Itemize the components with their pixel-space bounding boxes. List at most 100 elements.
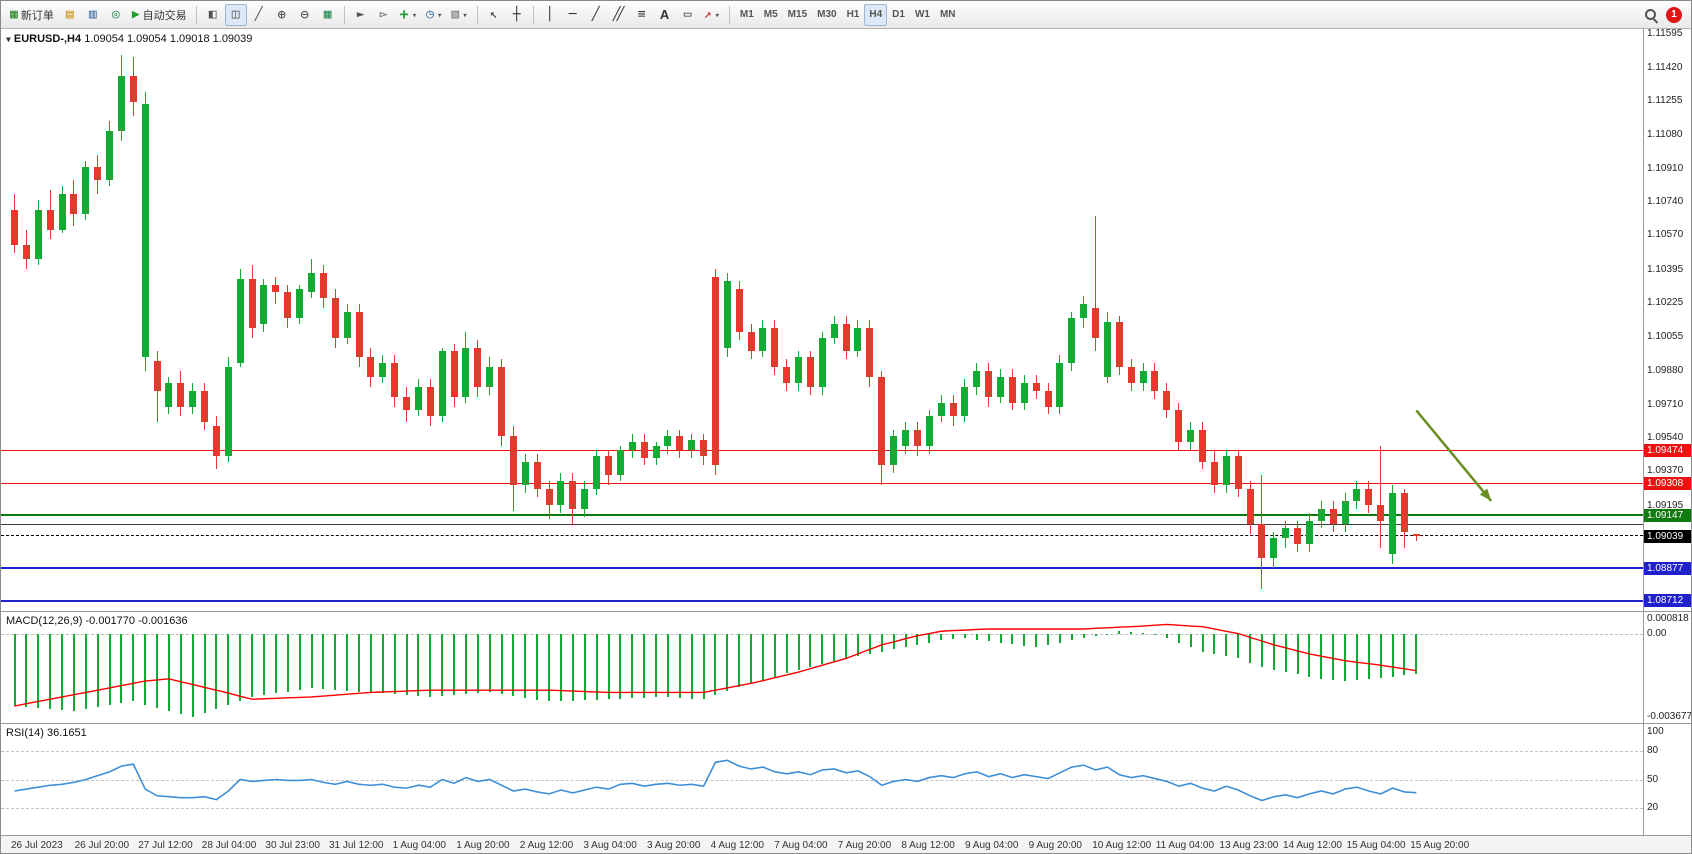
macd-histogram-bar xyxy=(1189,633,1192,648)
tile-windows-icon xyxy=(324,8,332,21)
chevron-down-icon xyxy=(437,8,442,21)
price-level-line[interactable] xyxy=(1,523,1643,525)
macd-histogram-bar xyxy=(536,633,539,700)
macd-histogram-bar xyxy=(571,633,574,701)
price-tick: 1.10225 xyxy=(1647,297,1684,309)
text-label-tool-button[interactable] xyxy=(677,4,699,26)
timeframe-m5-button[interactable]: M5 xyxy=(763,9,778,20)
toolbar-separator xyxy=(343,5,345,24)
macd-histogram-bar xyxy=(845,633,848,659)
candle xyxy=(1008,377,1016,403)
macd-histogram-bar xyxy=(987,633,990,641)
candle xyxy=(189,390,197,407)
chart-shift-button[interactable] xyxy=(373,4,395,26)
macd-histogram-bar xyxy=(904,633,907,648)
candle xyxy=(628,441,636,450)
macd-histogram-bar xyxy=(1177,633,1180,643)
price-level-line[interactable] xyxy=(1,514,1643,517)
price-level-line[interactable] xyxy=(1,450,1643,452)
timeframe-d1-button[interactable]: D1 xyxy=(892,9,905,20)
chart-candles-button[interactable] xyxy=(224,3,247,26)
indicators-button[interactable] xyxy=(396,4,421,26)
candle xyxy=(1365,489,1373,505)
timeframe-mn-button[interactable]: MN xyxy=(939,9,956,20)
timeframe-m15-button[interactable]: M15 xyxy=(787,9,808,20)
time-label: 7 Aug 20:00 xyxy=(837,840,892,851)
candle xyxy=(581,489,589,509)
fibonacci-tool-button[interactable] xyxy=(631,4,653,26)
periods-button[interactable] xyxy=(422,4,446,26)
candle xyxy=(46,209,54,230)
new-order-button[interactable]: 新订单 xyxy=(6,4,58,26)
price-tick: 1.11595 xyxy=(1647,27,1683,39)
macd-histogram-bar xyxy=(405,633,408,696)
fibonacci-icon xyxy=(638,8,646,21)
chart-bars-button[interactable] xyxy=(202,4,224,26)
candle xyxy=(498,367,506,436)
notification-badge[interactable]: 1 xyxy=(1666,6,1682,23)
candle xyxy=(450,351,458,397)
tile-windows-button[interactable] xyxy=(317,4,339,26)
macd-histogram-bar xyxy=(25,633,28,707)
cursor-button[interactable] xyxy=(483,4,505,26)
market-watch-button[interactable] xyxy=(59,4,81,26)
search-icon[interactable] xyxy=(1644,8,1658,22)
crosshair-button[interactable] xyxy=(506,4,528,26)
channel-tool-button[interactable] xyxy=(608,4,630,26)
price-level-label: 1.09474 xyxy=(1644,444,1691,458)
candle xyxy=(818,337,826,387)
candle xyxy=(1092,308,1100,338)
templates-button[interactable] xyxy=(447,4,471,26)
candle xyxy=(1234,455,1242,490)
macd-histogram-bar xyxy=(191,633,194,718)
timeframe-m1-button[interactable]: M1 xyxy=(739,9,754,20)
price-axis[interactable]: 1.11595 1.11420 1.11255 1.11080 1.10910 1.107… xyxy=(1643,27,1691,611)
zoom-out-button[interactable] xyxy=(294,4,316,26)
price-level-line[interactable] xyxy=(1,567,1643,570)
time-label: 30 Jul 23:00 xyxy=(265,840,320,851)
timeframe-w1-button[interactable]: W1 xyxy=(914,9,930,20)
text-tool-button[interactable] xyxy=(654,4,676,26)
price-tick: 1.10740 xyxy=(1647,196,1684,208)
candle-wick xyxy=(1380,445,1382,549)
market-watch-icon xyxy=(66,8,74,21)
macd-histogram-bar xyxy=(1403,633,1406,675)
autotrade-button[interactable]: 自动交易 xyxy=(128,4,191,26)
price-level-line[interactable] xyxy=(1,535,1643,537)
vertical-line-tool-button[interactable] xyxy=(539,4,561,26)
candle xyxy=(1163,390,1171,411)
chart-shift-icon xyxy=(380,8,388,21)
main-chart-pane: EURUSD-,H4 1.09054 1.09054 1.09018 1.090… xyxy=(1,27,1691,611)
zoom-in-button[interactable] xyxy=(271,4,293,26)
arrows-tool-button[interactable] xyxy=(700,4,724,26)
price-level-line[interactable] xyxy=(1,483,1643,485)
zoom-out-icon xyxy=(300,8,308,22)
price-level-line[interactable] xyxy=(1,599,1643,602)
navigator-button[interactable] xyxy=(82,4,104,26)
candle xyxy=(1329,508,1337,525)
timeframe-h1-button[interactable]: H1 xyxy=(846,9,860,20)
candle xyxy=(272,284,280,293)
terminal-button[interactable] xyxy=(105,4,127,26)
timeframe-h4-button[interactable]: H4 xyxy=(864,3,888,26)
chart-line-button[interactable] xyxy=(248,4,270,26)
macd-histogram-bar xyxy=(215,633,218,710)
macd-histogram-bar xyxy=(262,633,265,696)
macd-histogram-bar xyxy=(132,633,135,702)
price-level-label: 1.08877 xyxy=(1644,561,1691,575)
trendline-tool-button[interactable] xyxy=(585,4,607,26)
macd-signal-value: -0.001636 xyxy=(138,615,188,627)
macd-histogram-bar xyxy=(809,633,812,668)
main-chart-plot[interactable]: EURUSD-,H4 1.09054 1.09054 1.09018 1.090… xyxy=(1,29,1643,611)
candle xyxy=(212,426,220,456)
timeframe-m30-button[interactable]: M30 xyxy=(817,9,837,20)
main-toolbar: 新订单 自动交易 M1 M5 M15 M30 H1 H4 xyxy=(1,1,1691,29)
time-axis[interactable]: 26 Jul 2023 26 Jul 20:00 27 Jul 12:00 28 Ju… xyxy=(1,835,1691,853)
candle xyxy=(866,327,874,377)
macd-histogram-bar xyxy=(1249,633,1252,663)
candle xyxy=(319,272,327,299)
macd-histogram-bar xyxy=(310,633,313,688)
auto-scroll-button[interactable] xyxy=(350,4,372,26)
candle xyxy=(82,166,90,214)
horizontal-line-tool-button[interactable] xyxy=(562,4,584,26)
